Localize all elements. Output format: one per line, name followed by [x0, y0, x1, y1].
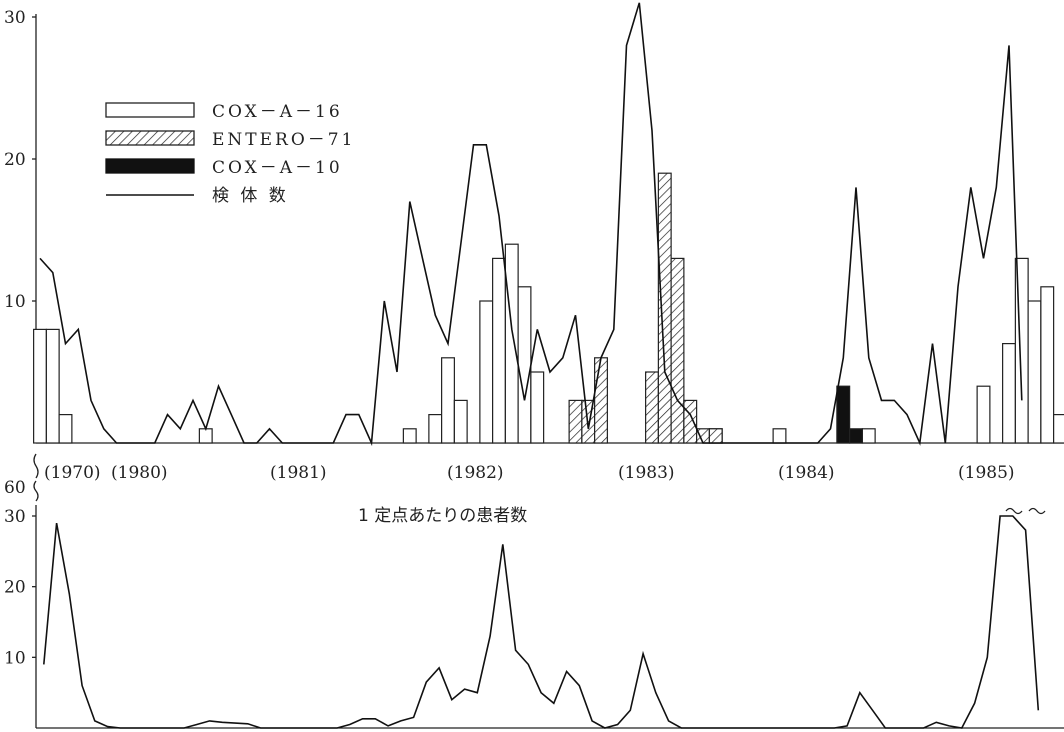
patients-line	[43, 515, 1040, 729]
bar-cox10	[849, 428, 863, 444]
top-y-ticks: 10 20 30	[4, 8, 36, 312]
bottom-y-tick-10: 10	[4, 648, 26, 668]
bar-cox16	[976, 385, 991, 444]
year-label-1981: (1981)	[270, 463, 327, 483]
legend-label-cox16: COX－A－16	[212, 102, 343, 122]
bar-entero71	[696, 428, 710, 444]
bar-entero71	[670, 257, 685, 444]
bottom-panel: 60 10 20 30 1 定点あたりの患者数	[4, 478, 1064, 729]
bar-cox16	[1027, 300, 1042, 444]
legend-swatch-entero71	[105, 130, 195, 146]
bar-cox16	[479, 300, 494, 444]
bar-cox16	[45, 328, 60, 444]
bar-cox16	[492, 257, 506, 444]
bottom-break-label: 60	[4, 478, 26, 498]
line-break-marks	[1005, 507, 1046, 515]
bar-entero71	[657, 172, 672, 444]
axis-break-mark	[33, 453, 39, 479]
bar-cox16	[441, 357, 455, 444]
bottom-caption: 1 定点あたりの患者数	[358, 506, 527, 526]
top-y-tick-10: 10	[4, 292, 26, 312]
bar-entero71	[568, 399, 583, 444]
legend-swatch-cox10	[105, 158, 195, 174]
year-label-1984: (1984)	[778, 463, 835, 483]
bar-cox16	[861, 428, 876, 444]
bottom-y-ticks: 10 20 30	[4, 507, 36, 668]
bar-cox16	[33, 328, 47, 444]
bar-cox16	[504, 243, 519, 444]
bar-entero71	[708, 428, 723, 444]
bar-cox16	[1040, 286, 1055, 444]
year-label-1983: (1983)	[618, 463, 675, 483]
legend-label-entero71: ENTERO－71	[212, 130, 355, 150]
bottom-axis-break	[33, 480, 39, 502]
bar-cox10	[836, 385, 851, 444]
bar-cox16	[58, 414, 73, 444]
bar-entero71	[645, 371, 659, 444]
specimens-line	[39, 2, 1023, 447]
bar-cox16	[1053, 414, 1064, 444]
year-label-1980: (1980)	[111, 463, 168, 483]
top-y-tick-30: 30	[4, 8, 26, 28]
bar-cox16	[1002, 343, 1016, 444]
top-panel: 10 20 30	[4, 2, 1064, 447]
top-bars	[33, 172, 1064, 444]
bar-entero71	[594, 357, 608, 444]
year-label-1982: (1982)	[447, 463, 504, 483]
bottom-y-tick-30: 30	[4, 507, 26, 527]
bar-cox16	[428, 414, 443, 444]
bar-cox16	[402, 428, 417, 444]
legend: COX－A－16 ENTERO－71 COX－A－10 検 体 数	[105, 102, 355, 206]
bar-cox16	[530, 371, 545, 444]
legend-swatch-cox16	[105, 102, 195, 118]
year-label-1970: (1970)	[44, 463, 101, 483]
year-label-1985: (1985)	[958, 463, 1015, 483]
bar-cox16	[772, 428, 787, 444]
bar-cox16	[453, 399, 468, 444]
bar-cox16	[517, 286, 532, 444]
bar-entero71	[683, 399, 698, 444]
year-labels: (1970) (1980) (1981) (1982) (1983) (1984…	[33, 453, 1015, 483]
top-y-tick-20: 20	[4, 150, 26, 170]
legend-label-cox10: COX－A－10	[212, 158, 343, 178]
bar-cox16	[198, 428, 213, 444]
bottom-y-tick-20: 20	[4, 578, 26, 598]
legend-label-specimens: 検 体 数	[212, 186, 289, 206]
